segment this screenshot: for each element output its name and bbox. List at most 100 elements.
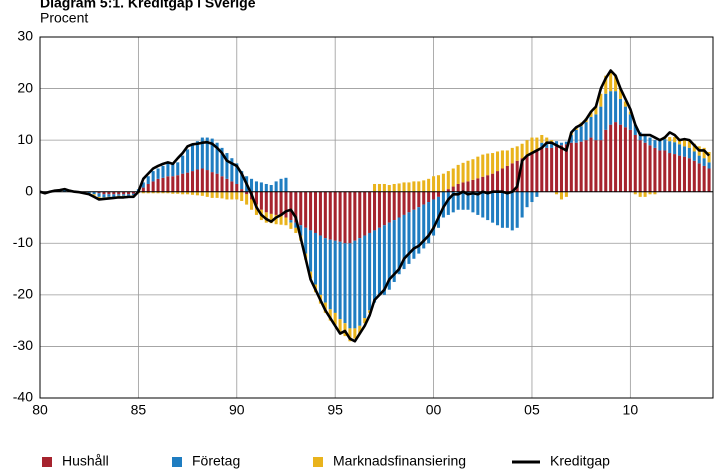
- y-tick-label: -10: [13, 234, 33, 250]
- bar: [422, 191, 426, 205]
- bar: [309, 230, 313, 272]
- x-tick-label: 10: [623, 402, 639, 418]
- bar: [259, 191, 263, 210]
- bar: [545, 147, 549, 192]
- bar: [205, 137, 209, 171]
- bar: [200, 168, 204, 192]
- bar: [363, 318, 367, 324]
- bar: [181, 191, 185, 195]
- bar: [417, 181, 421, 192]
- bar: [195, 141, 199, 170]
- bar: [323, 238, 327, 303]
- bar: [171, 191, 175, 194]
- bar: [294, 222, 298, 228]
- bar: [481, 154, 485, 177]
- bar: [313, 191, 318, 233]
- bar: [387, 191, 391, 223]
- bar: [668, 137, 672, 142]
- bar: [495, 191, 500, 226]
- bar: [614, 122, 618, 192]
- bar: [299, 225, 303, 236]
- bar: [609, 91, 613, 125]
- bar: [614, 75, 618, 92]
- bar: [353, 191, 357, 241]
- bar: [294, 227, 298, 233]
- bar: [668, 141, 672, 154]
- bar: [589, 111, 593, 117]
- bar: [353, 240, 357, 329]
- bar: [146, 191, 150, 194]
- bar: [151, 181, 155, 192]
- bar: [117, 194, 121, 196]
- bar: [181, 173, 185, 192]
- bar: [274, 214, 278, 225]
- bar: [348, 328, 352, 342]
- bar: [682, 156, 686, 192]
- bar: [456, 191, 460, 210]
- bar: [545, 142, 549, 148]
- bar: [525, 140, 529, 156]
- bar: [446, 191, 450, 215]
- chart-title: Diagram 5:1. Kreditgap i Sverige: [40, 0, 256, 11]
- bar: [643, 142, 647, 192]
- bar: [92, 194, 96, 196]
- bar: [274, 191, 278, 215]
- bar: [269, 191, 273, 214]
- bar: [156, 191, 160, 194]
- bar: [564, 144, 568, 192]
- bar: [127, 191, 131, 195]
- bar: [176, 162, 180, 176]
- bar: [564, 141, 568, 145]
- bar: [279, 178, 283, 192]
- bar: [707, 152, 711, 163]
- bar: [151, 171, 155, 182]
- bar: [559, 191, 564, 200]
- bar: [387, 222, 391, 290]
- bar: [461, 191, 465, 210]
- bar: [574, 142, 578, 192]
- bar: [358, 238, 362, 326]
- bar: [377, 227, 381, 295]
- bar: [107, 191, 111, 195]
- legend-label: Kreditgap: [550, 453, 610, 469]
- x-tick-label: 00: [426, 402, 442, 418]
- bar: [648, 145, 652, 192]
- y-tick-label: -30: [13, 337, 33, 353]
- bar: [250, 199, 254, 210]
- bar: [240, 171, 244, 190]
- bar: [382, 191, 386, 226]
- bar: [466, 160, 470, 182]
- bar: [358, 325, 362, 334]
- y-tick-label: -40: [13, 389, 33, 405]
- bar: [235, 163, 239, 184]
- y-tick-label: 0: [25, 182, 33, 198]
- bar: [520, 191, 524, 218]
- bar: [451, 191, 455, 213]
- bar: [186, 191, 190, 195]
- bar: [510, 191, 514, 231]
- bar: [373, 230, 377, 303]
- bar: [289, 222, 293, 229]
- bar: [569, 134, 573, 143]
- bar: [284, 217, 288, 226]
- bar: [333, 240, 337, 313]
- bar: [304, 191, 308, 228]
- bar: [653, 140, 657, 148]
- bar: [353, 328, 357, 339]
- bar: [682, 146, 686, 157]
- plot-frame: [39, 36, 714, 399]
- bar: [594, 140, 598, 192]
- bar: [678, 139, 682, 145]
- bar: [584, 122, 588, 141]
- bar: [604, 93, 608, 130]
- bar: [491, 191, 495, 223]
- bar: [673, 137, 677, 143]
- bar: [604, 75, 608, 94]
- bar: [446, 189, 450, 192]
- bar: [643, 191, 647, 197]
- bar: [687, 147, 691, 159]
- bar: [486, 191, 490, 221]
- bar: [540, 142, 544, 148]
- x-tick-label: 90: [229, 402, 245, 418]
- bar: [643, 134, 647, 143]
